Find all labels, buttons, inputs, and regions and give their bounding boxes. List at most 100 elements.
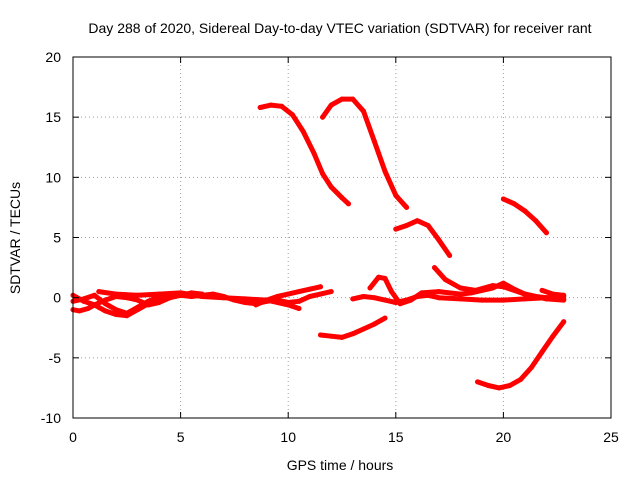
data-point-arc-12-1 — [376, 274, 382, 280]
data-point-arc-11-12 — [522, 296, 528, 302]
data-point-arc-12-16 — [561, 297, 567, 303]
x-axis-label: GPS time / hours — [287, 457, 394, 473]
data-point-arc-7-7 — [393, 192, 399, 198]
data-point-arc-14-0 — [475, 379, 481, 385]
y-tick-label-4: 10 — [45, 169, 61, 185]
data-point-arc-5-0 — [253, 302, 259, 308]
data-point-arc-3-5 — [124, 313, 130, 319]
data-point-arc-13-6 — [382, 315, 388, 321]
data-point-arc-3-7 — [145, 301, 151, 307]
data-point-arc-2-7 — [135, 297, 141, 303]
data-point-arc-13-0 — [318, 332, 323, 338]
data-point-arc-13-1 — [328, 333, 334, 339]
data-point-arc-11-8 — [436, 295, 442, 301]
data-point-arc-12-5 — [408, 297, 414, 303]
data-point-arc-10-0 — [500, 196, 506, 202]
data-point-arc-12-8 — [457, 291, 463, 297]
data-point-arc-6-5 — [311, 150, 317, 156]
data-point-arc-10-2 — [522, 208, 528, 214]
data-point-arc-1-22 — [307, 294, 313, 299]
data-point-arc-2-4 — [102, 297, 108, 303]
data-point-arc-3-6 — [135, 307, 141, 313]
data-point-arc-4-3 — [156, 291, 162, 297]
data-point-arc-13-4 — [361, 326, 366, 332]
data-point-arc-9-2 — [457, 285, 463, 291]
data-point-arc-4-5 — [199, 294, 205, 299]
data-point-arc-8-2 — [414, 218, 420, 224]
data-point-arc-8-5 — [447, 253, 453, 258]
data-point-arc-13-3 — [350, 331, 356, 337]
data-point-arc-12-11 — [490, 285, 496, 291]
data-point-arc-12-10 — [479, 287, 485, 293]
data-point-arc-14-3 — [507, 383, 513, 388]
data-point-arc-5-3 — [285, 291, 291, 297]
series-line-arc-10 — [500, 196, 549, 236]
data-point-arc-14-8 — [561, 319, 567, 325]
x-tick-label-0: 0 — [69, 429, 77, 445]
series-line-arc-6 — [257, 102, 351, 207]
data-point-arc-10-1 — [511, 201, 517, 207]
data-point-arc-4-7 — [242, 296, 248, 302]
data-point-arc-8-3 — [425, 223, 431, 228]
x-tick-label-1: 5 — [177, 429, 185, 445]
data-point-arc-7-3 — [350, 96, 356, 102]
data-point-arc-5-4 — [296, 289, 302, 295]
data-point-arc-15-2 — [561, 292, 567, 298]
data-point-arc-4-10 — [296, 306, 302, 311]
series-line-arc-8 — [393, 218, 453, 258]
chart-title: Day 288 of 2020, Sidereal Day-to-day VTE… — [88, 20, 591, 36]
data-point-arc-15-0 — [539, 287, 545, 293]
data-point-arc-12-2 — [382, 275, 388, 281]
data-point-arc-12-13 — [511, 286, 517, 292]
data-point-arc-11-1 — [361, 294, 366, 299]
data-point-arc-1-23 — [318, 291, 323, 297]
data-point-arc-3-4 — [113, 312, 119, 317]
data-point-arc-8-1 — [404, 223, 410, 228]
data-point-arc-7-2 — [339, 96, 345, 102]
data-point-arc-6-4 — [300, 129, 306, 135]
data-point-arc-12-6 — [419, 290, 425, 296]
data-point-arc-1-4 — [113, 307, 119, 313]
data-point-arc-13-5 — [371, 321, 377, 327]
data-point-arc-14-5 — [528, 365, 534, 370]
data-point-arc-3-3 — [102, 308, 108, 314]
data-point-arc-6-6 — [320, 171, 326, 177]
data-point-arc-2-1 — [77, 308, 82, 314]
data-point-arc-7-0 — [320, 114, 326, 120]
data-point-arc-11-2 — [371, 295, 377, 301]
y-tick-label-1: -5 — [49, 350, 62, 366]
data-point-arc-11-11 — [500, 297, 506, 303]
x-tick-label-5: 25 — [603, 429, 619, 445]
data-point-arc-5-5 — [307, 286, 313, 292]
y-tick-label-3: 5 — [53, 230, 61, 246]
data-point-arc-1-21 — [296, 298, 302, 304]
data-point-arc-14-4 — [518, 377, 524, 382]
data-point-arc-12-14 — [522, 291, 528, 297]
data-point-arc-1-2 — [92, 292, 97, 298]
data-point-arc-7-5 — [371, 138, 377, 144]
data-point-arc-6-0 — [257, 105, 263, 110]
data-point-arc-6-8 — [339, 195, 345, 201]
data-point-arc-3-8 — [156, 297, 162, 303]
data-point-arc-14-6 — [539, 349, 545, 355]
data-point-arc-12-12 — [500, 280, 506, 286]
data-point-arc-9-0 — [432, 265, 437, 271]
tick-layer: 0 5 10 15 20 25 -10 -5 0 5 10 15 20 — [41, 49, 619, 445]
data-point-arc-5-6 — [318, 284, 323, 290]
data-point-arc-14-1 — [485, 383, 491, 388]
data-point-arc-4-6 — [221, 295, 227, 301]
data-point-arc-10-3 — [533, 218, 539, 224]
grid-layer — [73, 57, 611, 418]
data-point-arc-6-1 — [268, 102, 274, 108]
data-point-arc-5-2 — [274, 294, 280, 299]
data-point-arc-6-2 — [279, 103, 285, 109]
data-point-arc-8-4 — [436, 237, 442, 243]
y-axis-label: SDTVAR / TECUs — [7, 182, 23, 294]
x-tick-label-3: 15 — [388, 429, 404, 445]
data-point-arc-12-4 — [397, 301, 403, 307]
series-layer — [70, 96, 567, 391]
data-point-arc-12-0 — [367, 285, 373, 291]
data-point-arc-12-3 — [389, 289, 394, 295]
data-point-arc-11-10 — [479, 297, 485, 303]
